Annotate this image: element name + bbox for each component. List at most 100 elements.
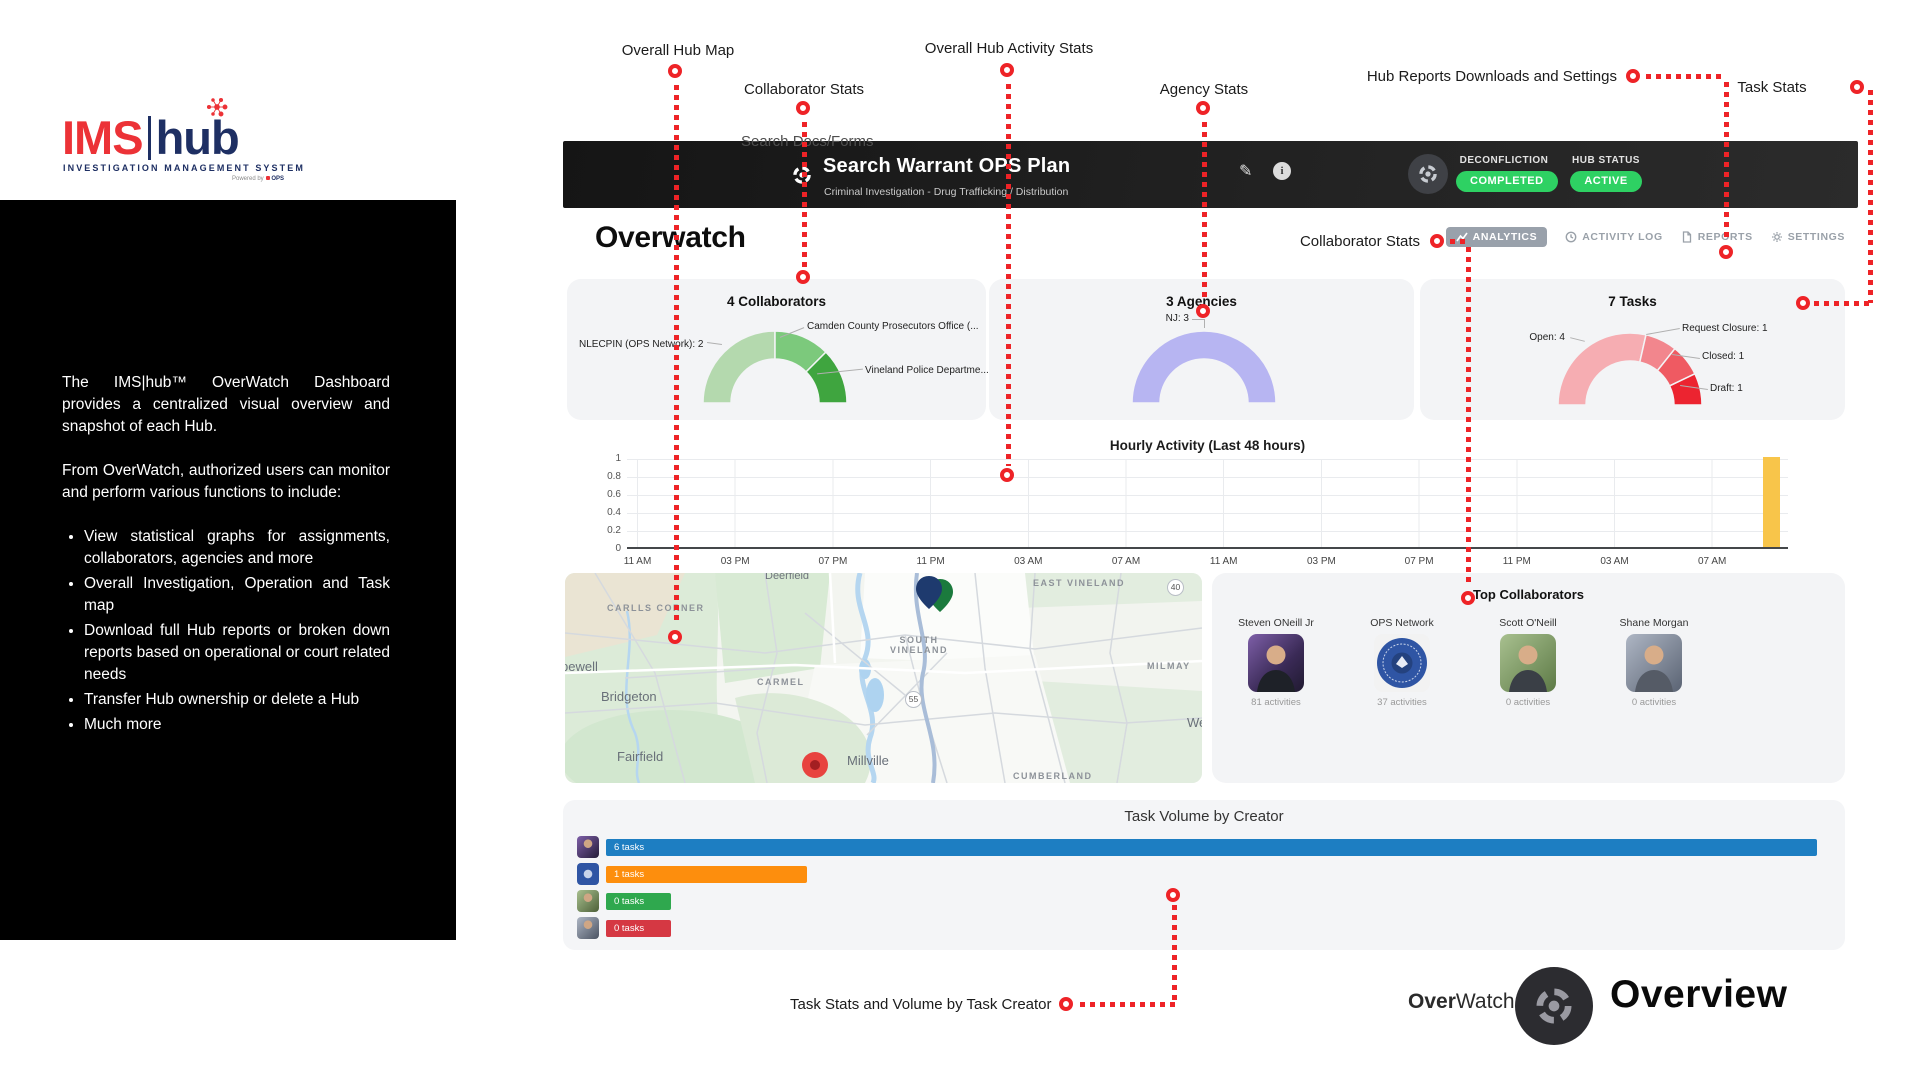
slice-label: Request Closure: 1 bbox=[1682, 323, 1768, 334]
report-doc-icon bbox=[1682, 231, 1691, 243]
task-volume-bar[interactable]: 0 tasks bbox=[606, 892, 671, 910]
hourly-x-tick: 11 PM bbox=[1502, 556, 1531, 567]
intro-bullet: Download full Hub reports or broken down… bbox=[84, 620, 390, 686]
hub-map[interactable]: Deerfield CARLLS CORNER EAST VINELAND pewel… bbox=[565, 573, 1202, 783]
clock-icon bbox=[1565, 231, 1577, 243]
hourly-plot-area bbox=[627, 457, 1788, 549]
annotation-line bbox=[1450, 239, 1470, 244]
task-volume-row: 1 tasks bbox=[577, 863, 1829, 885]
task-volume-bar[interactable]: 0 tasks bbox=[606, 919, 671, 937]
map-red-marker[interactable] bbox=[802, 752, 828, 778]
tab-reports[interactable]: REPORTS bbox=[1681, 231, 1753, 243]
collaborators-gauge-chart bbox=[690, 327, 860, 411]
map-label: pewell bbox=[565, 659, 598, 674]
task-volume-row: 0 tasks bbox=[577, 917, 1829, 939]
collaborator-avatar bbox=[1626, 634, 1682, 692]
collaborator-avatar bbox=[1374, 634, 1430, 692]
task-volume-bar[interactable]: 6 tasks bbox=[606, 838, 1817, 856]
collaborator-avatar bbox=[1248, 634, 1304, 692]
hourly-x-tick: 11 AM bbox=[1209, 556, 1238, 567]
annotation-line bbox=[1724, 82, 1729, 242]
major-roads bbox=[565, 573, 1202, 675]
hourly-x-tick: 07 PM bbox=[1404, 556, 1434, 567]
annotation-marker bbox=[1461, 591, 1475, 605]
map-label: MILMAY bbox=[1147, 661, 1191, 671]
overwatch-wordmark: OverWatch bbox=[1408, 990, 1515, 1013]
chart-line-icon bbox=[1456, 232, 1468, 242]
annotation-line bbox=[1646, 74, 1726, 79]
logo-powered-by: Powered by OPS bbox=[232, 176, 285, 182]
hub-avatar[interactable] bbox=[1408, 154, 1448, 194]
map-label: Millville bbox=[847, 753, 889, 768]
slice-label: Open: 4 bbox=[1529, 332, 1565, 343]
slice-label: NJ: 3 bbox=[1165, 313, 1189, 324]
shield-target-icon bbox=[1419, 165, 1437, 183]
toolbar-tabs: ANALYTICS ACTIVITY LOG REPORTS SETTINGS bbox=[1445, 227, 1845, 247]
annotation-collaborator-stats-right: Collaborator Stats bbox=[1299, 233, 1420, 250]
annotation-line bbox=[802, 122, 807, 268]
annotation-line bbox=[1080, 1002, 1176, 1007]
hourly-x-tick: 03 AM bbox=[1600, 556, 1629, 567]
annotation-marker bbox=[1166, 888, 1180, 902]
hourly-x-tick: 07 AM bbox=[1698, 556, 1727, 567]
hub-header: Search Docs/Forms Search Warrant OPS Pla… bbox=[563, 133, 1858, 208]
logo-divider bbox=[147, 115, 151, 160]
task-volume-title: Task Volume by Creator bbox=[1124, 808, 1284, 825]
hub-status-label: HUB STATUS bbox=[1572, 155, 1640, 166]
tab-activity-log[interactable]: ACTIVITY LOG bbox=[1565, 231, 1663, 243]
logo-tagline: INVESTIGATION MANAGEMENT SYSTEM bbox=[63, 163, 305, 173]
map-label: Fairfield bbox=[617, 749, 664, 764]
annotation-marker bbox=[1430, 234, 1444, 248]
deconfliction-status-badge: COMPLETED bbox=[1456, 171, 1558, 192]
tasks-card: 7 Tasks Open: 4 Request Closure: 1 Close… bbox=[1420, 279, 1845, 420]
collaborators-card: 4 Collaborators Camden County Prosecutor… bbox=[567, 279, 989, 420]
molecule-icon bbox=[206, 97, 228, 117]
ghost-search-docs-text: Search Docs/Forms bbox=[741, 133, 874, 150]
hub-title: Search Warrant OPS Plan bbox=[823, 155, 1071, 177]
collaborator-avatar bbox=[1500, 634, 1556, 692]
slice-label: Camden County Prosecutors Office (... bbox=[807, 321, 979, 332]
tab-settings[interactable]: SETTINGS bbox=[1771, 231, 1845, 243]
logo-text-ims: IMS bbox=[62, 111, 144, 164]
intro-bullet: View statistical graphs for assignments,… bbox=[84, 526, 390, 570]
overview-heading: Overview bbox=[1610, 973, 1788, 1016]
collaborator-column[interactable]: Scott O'Neill 0 activities bbox=[1472, 617, 1584, 708]
ops-icon bbox=[266, 176, 271, 180]
map-canvas bbox=[565, 573, 1202, 783]
edit-icon[interactable]: ✎ bbox=[1239, 163, 1253, 180]
collaborator-column[interactable]: Steven ONeill Jr 81 activities bbox=[1220, 617, 1332, 708]
map-label: CARMEL bbox=[757, 677, 805, 687]
overwatch-logo-circle bbox=[1515, 967, 1593, 1045]
annotation-agency-stats: Agency Stats bbox=[1159, 81, 1249, 98]
info-icon[interactable]: i bbox=[1273, 162, 1291, 180]
hourly-x-tick: 11 PM bbox=[916, 556, 945, 567]
collaborator-name: Shane Morgan bbox=[1619, 617, 1689, 629]
collaborator-column[interactable]: OPS Network 37 activities bbox=[1346, 617, 1458, 708]
map-pin-cluster[interactable] bbox=[916, 576, 953, 612]
stream bbox=[625, 610, 641, 783]
intro-panel: The IMS|hub™ OverWatch Dashboard provide… bbox=[0, 200, 456, 940]
annotation-marker bbox=[1719, 245, 1733, 259]
page-title: Overwatch bbox=[595, 221, 746, 254]
collaborator-activities: 0 activities bbox=[1631, 697, 1677, 708]
annotation-hub-reports: Hub Reports Downloads and Settings bbox=[1366, 68, 1617, 85]
hourly-x-tick: 03 AM bbox=[1014, 556, 1043, 567]
map-label: EAST VINELAND bbox=[1033, 578, 1126, 588]
collaborator-name: Scott O'Neill bbox=[1499, 617, 1557, 629]
shield-target-icon bbox=[1536, 988, 1572, 1024]
task-volume-row: 6 tasks bbox=[577, 836, 1829, 858]
tab-analytics[interactable]: ANALYTICS bbox=[1445, 227, 1548, 247]
annotation-line bbox=[674, 85, 679, 625]
agencies-gauge-chart bbox=[1119, 327, 1289, 411]
task-volume-bar[interactable]: 1 tasks bbox=[606, 865, 807, 883]
leader-line bbox=[1192, 319, 1205, 320]
top-collaborators-card: Top Collaborators Steven ONeill Jr 81 ac… bbox=[1212, 573, 1845, 783]
leader-line bbox=[1204, 319, 1205, 328]
hourly-x-tick: 07 PM bbox=[818, 556, 848, 567]
collaborator-name: Steven ONeill Jr bbox=[1238, 617, 1314, 629]
annotation-marker bbox=[796, 270, 810, 284]
collaborator-column[interactable]: Shane Morgan 0 activities bbox=[1598, 617, 1710, 708]
annotation-line bbox=[1868, 90, 1873, 303]
annotation-marker bbox=[1196, 304, 1210, 318]
hourly-y-tick: 0.2 bbox=[607, 525, 621, 536]
